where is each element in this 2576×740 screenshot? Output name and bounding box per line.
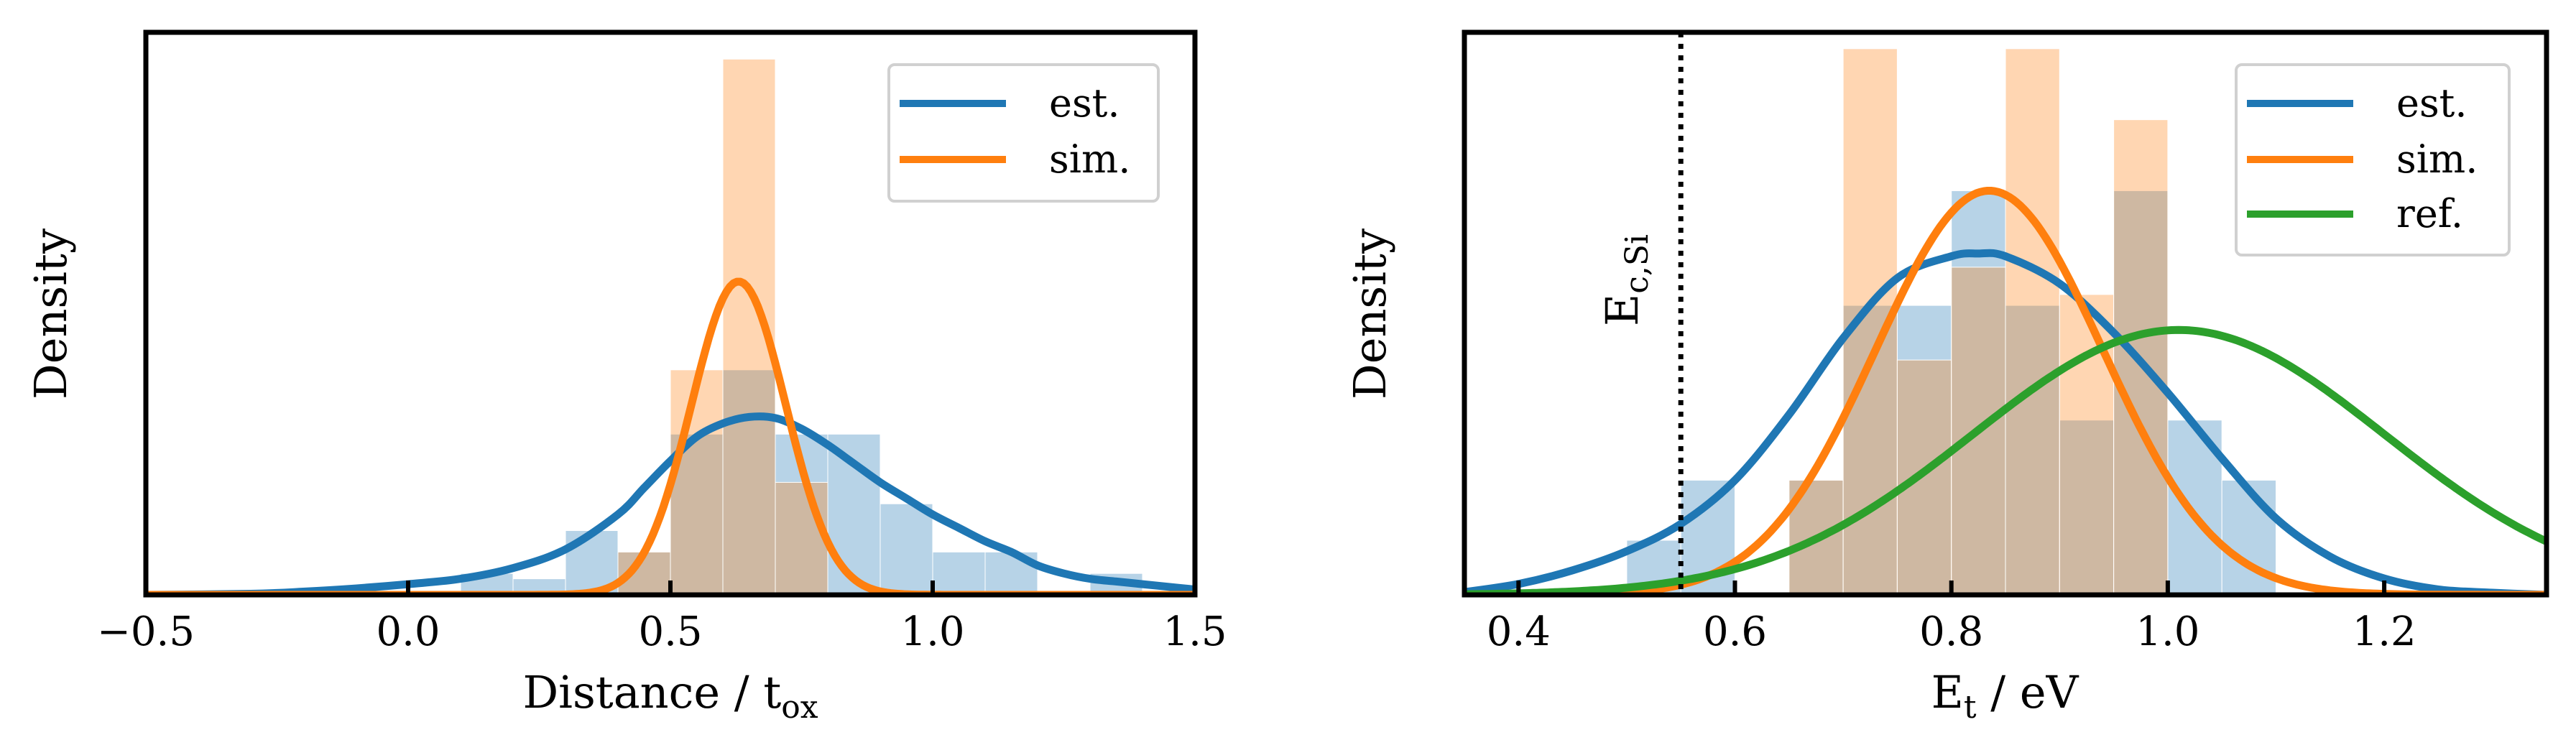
p1-legend-label-sim: sim. [2396, 137, 2478, 182]
p1-x-axis-label-sub: t [1964, 689, 1977, 726]
p1-x-axis-label-suffix: / eV [1977, 666, 2079, 718]
p1-y-axis-label: Density [1344, 228, 1396, 399]
p0-tick-label-2: 0.5 [638, 609, 702, 655]
p1-conduction-band-label: Ec,Si [1596, 234, 1656, 326]
p1-tick-label-1: 0.6 [1703, 609, 1767, 655]
p1-bar-est-5 [1951, 190, 2006, 596]
p1-bar-sim-5 [2059, 294, 2115, 596]
p0-curve-est [146, 412, 1195, 595]
p1-legend: est. sim. ref. [2235, 63, 2511, 256]
p0-bar-est-9 [932, 551, 986, 596]
p1-x-axis-label: Et / eV [1931, 666, 2079, 726]
p0-tick-label-4: 1.5 [1163, 609, 1227, 655]
p1-tick-label-0: 0.4 [1487, 609, 1551, 655]
p1-tick-label-4: 1.2 [2353, 609, 2416, 655]
p0-tick-label-1: 0.0 [376, 609, 440, 655]
p0-x-axis-label-main: Distance / t [522, 666, 781, 718]
p1-axes-frame [1462, 29, 2549, 598]
p0-legend-label-sim: sim. [1049, 137, 1130, 182]
p0-legend-label-est: est. [1049, 80, 1120, 126]
p0-histogram-bars [460, 58, 1143, 596]
p1-histogram-bars [1626, 48, 2276, 596]
p1-tick-label-2: 0.8 [1919, 609, 1983, 655]
p0-bar-sim-1 [670, 369, 724, 596]
p0-x-axis-label-sub: ox [781, 689, 818, 726]
p1-legend-label-ref: ref. [2396, 191, 2463, 236]
p1-bar-sim-4 [2005, 48, 2060, 596]
p0-bar-sim-3 [775, 481, 828, 596]
p1-bar-est-4 [1896, 305, 1952, 596]
p0-bar-est-8 [880, 503, 933, 596]
p1-x-ticks: 0.4 0.6 0.8 1.0 1.2 [1487, 581, 2416, 655]
panel-right: Ec,Si 0.4 0.6 0.8 1.0 1.2 est. sim. ref. Den… [1344, 29, 2549, 726]
p1-bar-est-6 [2005, 305, 2060, 596]
p0-x-ticks: −0.5 0.0 0.5 1.0 1.5 [97, 581, 1227, 655]
panel-left: −0.5 0.0 0.5 1.0 1.5 est. sim. Density Dista… [24, 29, 1227, 726]
p1-conduction-band-label-main: E [1596, 294, 1648, 326]
p1-legend-box [2235, 63, 2511, 256]
p0-y-axis-label: Density [24, 228, 77, 399]
p1-curve-est [1464, 249, 2547, 595]
p0-tick-label-3: 1.0 [900, 609, 964, 655]
p0-curve-sim [146, 277, 1195, 595]
p0-x-axis-label: Distance / tox [522, 666, 818, 726]
p1-tick-label-3: 1.0 [2136, 609, 2199, 655]
p1-curve-ref [1464, 325, 2547, 595]
p0-tick-label-0: −0.5 [97, 609, 195, 655]
p1-conduction-band-label-sub: c,Si [1619, 234, 1656, 294]
p0-density-curves [146, 277, 1195, 595]
p0-bar-est-7 [827, 433, 881, 596]
p1-x-axis-label-main: E [1931, 666, 1964, 718]
p1-legend-label-est: est. [2396, 80, 2467, 126]
p1-bar-sim-2 [1896, 359, 1952, 596]
p0-legend: est. sim. [887, 63, 1160, 203]
p0-legend-box [887, 63, 1160, 203]
